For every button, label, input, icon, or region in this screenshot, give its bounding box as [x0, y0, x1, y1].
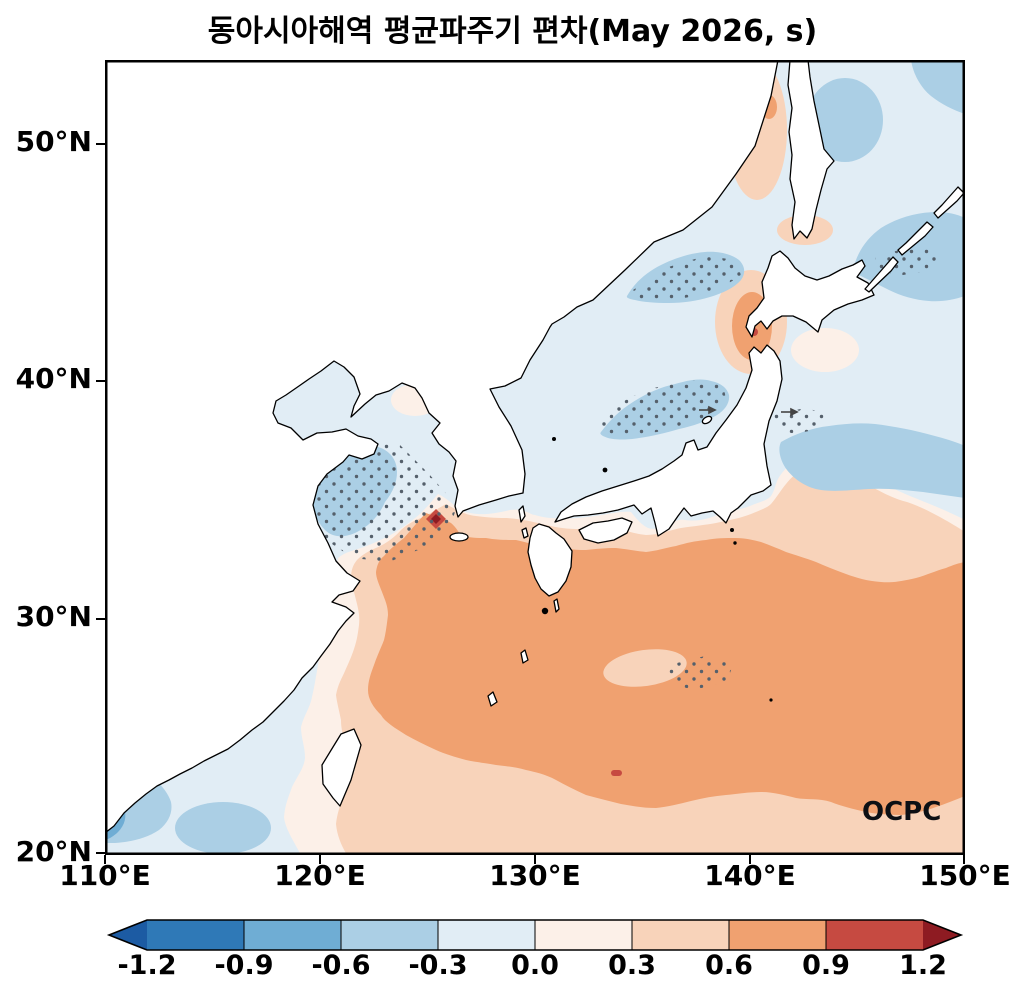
coastline-sakhalin	[787, 60, 835, 240]
colorbar	[106, 919, 964, 951]
ocpc-logo: OCPC	[862, 797, 942, 827]
coastline-hokkaido	[745, 250, 875, 338]
axis-tick	[749, 855, 751, 864]
map-plot: OCPC	[105, 60, 965, 855]
cbar-tick: 1.2	[899, 950, 947, 981]
xtick-130e: 130°E	[489, 859, 581, 892]
cbar-tick: -0.6	[311, 950, 371, 981]
sado-island	[701, 415, 713, 425]
cbar-tick: -1.2	[117, 950, 177, 981]
axis-tick	[319, 855, 321, 864]
significance-stippling	[309, 246, 941, 690]
cbar-tick: 0.6	[705, 950, 753, 981]
coastline-shikoku	[578, 517, 633, 544]
cbar-tick: 0.0	[511, 950, 559, 981]
xtick-140e: 140°E	[704, 859, 796, 892]
xtick-110e: 110°E	[59, 859, 151, 892]
ytick-20n: 20°N	[15, 835, 92, 868]
axis-tick	[104, 855, 106, 864]
cbar-tick: 0.9	[802, 950, 850, 981]
tsushima-island	[518, 505, 526, 523]
ytick-40n: 40°N	[15, 362, 92, 395]
xtick-150e: 150°E	[919, 859, 1011, 892]
small-islands	[449, 415, 773, 707]
coastline-taiwan	[321, 728, 362, 807]
axis-tick	[96, 380, 105, 382]
coastline-kyushu	[527, 523, 573, 597]
xtick-120e: 120°E	[274, 859, 366, 892]
cbar-tick: -0.9	[214, 950, 274, 981]
axis-tick	[96, 852, 105, 854]
coastline-honshu	[554, 344, 783, 537]
axis-tick	[96, 143, 105, 145]
cbar-tick: 0.3	[608, 950, 656, 981]
axis-tick	[963, 855, 965, 864]
cbar-tick: -0.3	[408, 950, 468, 981]
axis-tick	[534, 855, 536, 864]
coastline-mainland-asia	[105, 60, 779, 834]
figure-title: 동아시아해역 평균파주기 편차(May 2026, s)	[207, 14, 818, 49]
map-canvas	[105, 60, 965, 855]
axis-tick	[96, 618, 105, 620]
jeju-island	[449, 532, 469, 542]
plot-frame	[105, 60, 965, 855]
coastline-kuril-islands	[864, 186, 965, 293]
coastlines	[105, 60, 965, 834]
ytick-50n: 50°N	[15, 125, 92, 158]
arrow-marks	[699, 405, 799, 417]
ytick-30n: 30°N	[15, 600, 92, 633]
